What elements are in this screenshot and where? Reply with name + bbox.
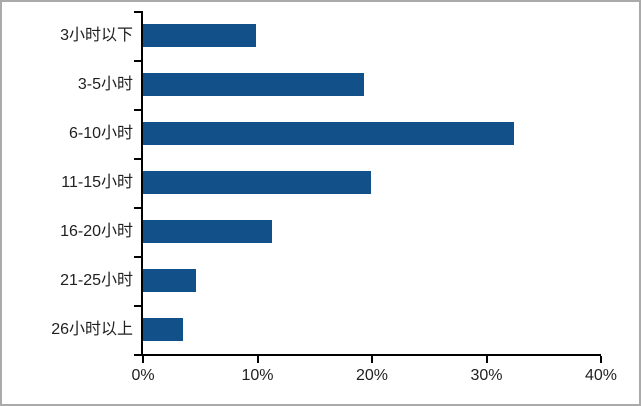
x-axis-tick xyxy=(371,356,373,363)
plot-area xyxy=(141,11,601,356)
bar xyxy=(143,318,184,341)
category-label: 26小时以上 xyxy=(51,321,133,338)
y-axis-tick xyxy=(134,109,141,111)
y-axis-tick xyxy=(134,11,141,13)
category-label: 21-25小时 xyxy=(60,272,133,289)
bar xyxy=(143,24,257,47)
x-axis-label: 40% xyxy=(584,367,618,384)
x-axis-tick xyxy=(485,356,488,363)
bar xyxy=(143,171,371,194)
x-axis-tick xyxy=(256,356,259,363)
y-axis-tick xyxy=(134,158,141,160)
bar xyxy=(143,122,514,145)
y-axis-tick xyxy=(134,354,141,356)
x-axis-tick xyxy=(142,356,144,363)
y-axis-tick xyxy=(134,305,141,307)
category-label: 6-10小时 xyxy=(68,125,133,142)
bar xyxy=(143,73,364,96)
x-axis-label: 10% xyxy=(241,367,274,384)
y-axis-tick xyxy=(134,60,141,62)
y-axis-tick xyxy=(134,256,141,258)
y-axis-tick xyxy=(134,207,141,209)
x-axis-label: 30% xyxy=(470,367,503,384)
bar xyxy=(143,269,196,292)
x-axis-label: 0% xyxy=(131,367,155,384)
category-label: 11-15小时 xyxy=(61,174,133,191)
bar xyxy=(143,220,273,243)
category-label: 3小时以下 xyxy=(60,27,133,44)
category-label: 3-5小时 xyxy=(77,76,133,93)
x-axis-tick xyxy=(600,356,602,363)
category-label: 16-20小时 xyxy=(60,223,133,240)
x-axis-label: 20% xyxy=(355,367,389,384)
